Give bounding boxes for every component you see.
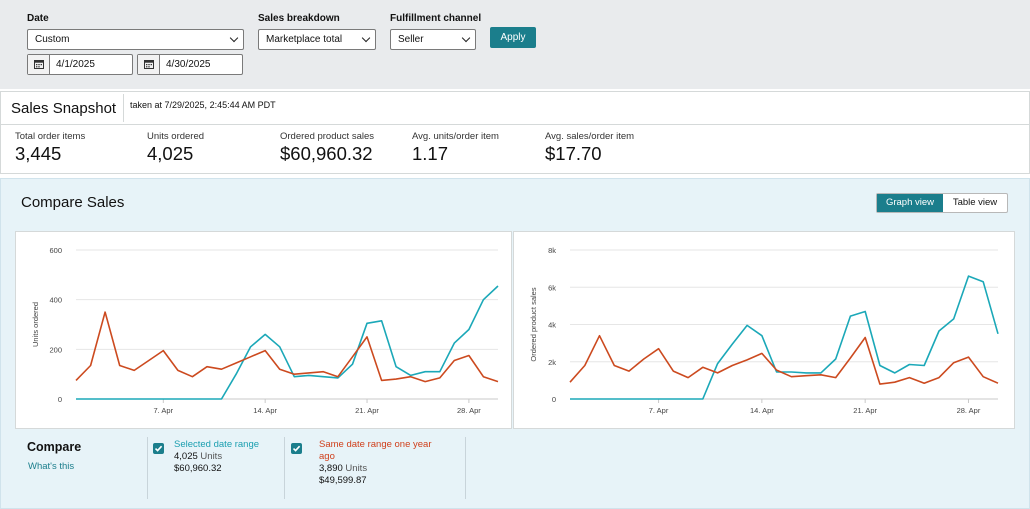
y-tick-label: 2k — [548, 358, 556, 367]
end-date-field[interactable]: 4/30/2025 — [137, 54, 243, 75]
fulfillment-channel-label: Fulfillment channel — [390, 13, 482, 24]
metric-label: Total order items — [15, 131, 86, 142]
metric-value: $60,960.32 — [280, 143, 373, 164]
selected-range-title: Selected date range — [174, 439, 260, 450]
view-toggle: Graph view Table view — [876, 193, 1008, 213]
series-line-selected — [76, 285, 499, 400]
y-tick-label: 0 — [552, 395, 556, 404]
chevron-down-icon — [361, 33, 371, 43]
date-select[interactable]: Custom — [27, 29, 244, 50]
sales-snapshot-header: Sales Snapshot taken at 7/29/2025, 2:45:… — [0, 91, 1030, 125]
metric-value: 1.17 — [412, 143, 449, 164]
x-tick-label: 7. Apr — [649, 406, 669, 415]
last-year-sales: $49,599.87 — [319, 475, 367, 486]
units-ordered-chart: 0 200 400 600 7. Apr 14. Apr 21. Apr 28. Apr Uni… — [15, 231, 512, 429]
snapshot-metrics: Total order items 3,445 Units ordered 4,… — [0, 125, 1030, 174]
metric-label: Avg. sales/order item — [545, 131, 635, 142]
divider — [284, 437, 285, 499]
metric-label: Units ordered — [147, 131, 205, 142]
calendar-icon[interactable] — [28, 55, 50, 74]
compare-sales-panel: Compare Sales Graph view Table view 0 200… — [0, 178, 1030, 509]
snapshot-timestamp: taken at 7/29/2025, 2:45:44 AM PDT — [130, 100, 276, 110]
x-tick-label: 7. Apr — [154, 406, 174, 415]
selected-range-legend: Selected date range 4,025 Units $60,960.… — [174, 439, 259, 475]
last-year-units: 3,890 — [319, 463, 343, 474]
calendar-icon[interactable] — [138, 55, 160, 74]
x-tick-label: 21. Apr — [853, 406, 877, 415]
series-line-selected — [570, 275, 999, 400]
metric-avg-sales-per-order-item: Avg. sales/order item $17.70 — [545, 131, 634, 165]
fulfillment-channel-select[interactable]: Seller — [390, 29, 476, 50]
ordered-product-sales-chart: 0 2k 4k 6k 8k 7. Apr 14. Apr 21. Apr 28. Apr Orde… — [513, 231, 1015, 429]
selected-range-sales: $60,960.32 — [174, 463, 222, 474]
metric-label: Avg. units/order item — [412, 131, 499, 142]
table-view-button[interactable]: Table view — [952, 197, 998, 208]
x-tick-label: 14. Apr — [253, 406, 277, 415]
date-select-value: Custom — [35, 34, 70, 45]
y-tick-label: 4k — [548, 321, 556, 330]
filters-bar: Date Custom Sales breakdown Marketplace … — [0, 0, 1030, 89]
metric-total-order-items: Total order items 3,445 — [15, 131, 85, 165]
compare-label: Compare — [27, 440, 82, 454]
apply-button[interactable]: Apply — [490, 27, 536, 48]
snapshot-title-box: Sales Snapshot — [3, 94, 124, 122]
chevron-down-icon — [461, 33, 471, 43]
snapshot-title: Sales Snapshot — [11, 100, 117, 117]
x-tick-label: 28. Apr — [957, 406, 981, 415]
metric-ordered-product-sales: Ordered product sales $60,960.32 — [280, 131, 374, 165]
sales-breakdown-label: Sales breakdown — [258, 13, 340, 24]
compare-sales-title: Compare Sales — [21, 194, 125, 211]
divider — [465, 437, 466, 499]
x-tick-label: 28. Apr — [457, 406, 481, 415]
compare-legend: Compare What's this Selected date range … — [1, 429, 1030, 509]
y-tick-label: 0 — [58, 395, 62, 404]
fulfillment-channel-value: Seller — [398, 34, 424, 45]
y-tick-label: 200 — [49, 345, 62, 354]
y-tick-label: 600 — [49, 246, 62, 255]
metric-label: Ordered product sales — [280, 131, 374, 142]
selected-range-units: 4,025 — [174, 451, 198, 462]
last-year-title-line1: Same date range one year — [319, 439, 432, 450]
y-tick-label: 8k — [548, 246, 556, 255]
y-tick-label: 6k — [548, 283, 556, 292]
last-year-title-line2: ago — [319, 451, 335, 462]
start-date-value: 4/1/2025 — [56, 59, 95, 70]
metric-units-ordered: Units ordered 4,025 — [147, 131, 204, 165]
divider — [147, 437, 148, 499]
metric-value: 4,025 — [147, 143, 194, 164]
sales-breakdown-value: Marketplace total — [266, 34, 343, 45]
last-year-legend: Same date range one year ago 3,890 Units… — [319, 439, 432, 487]
date-label: Date — [27, 13, 49, 24]
units-word: Units — [200, 451, 223, 462]
units-word: Units — [345, 463, 368, 474]
whats-this-link[interactable]: What's this — [28, 461, 75, 472]
units-ordered-chart-svg: 0 200 400 600 7. Apr 14. Apr 21. Apr 28. Apr Uni… — [31, 246, 499, 415]
x-tick-label: 21. Apr — [355, 406, 379, 415]
series-line-last-year — [569, 334, 999, 385]
y-axis-label: Units ordered — [31, 302, 40, 347]
ordered-product-sales-chart-svg: 0 2k 4k 6k 8k 7. Apr 14. Apr 21. Apr 28. Apr Orde… — [529, 246, 999, 415]
metric-value: $17.70 — [545, 143, 602, 164]
metric-value: 3,445 — [15, 143, 62, 164]
x-tick-label: 14. Apr — [750, 406, 774, 415]
start-date-field[interactable]: 4/1/2025 — [27, 54, 133, 75]
series-line-last-year — [75, 311, 499, 383]
y-tick-label: 400 — [49, 296, 62, 305]
selected-range-checkbox[interactable] — [153, 443, 164, 454]
graph-view-button[interactable]: Graph view — [877, 194, 943, 212]
sales-breakdown-select[interactable]: Marketplace total — [258, 29, 376, 50]
end-date-value: 4/30/2025 — [166, 59, 211, 70]
y-axis-label: Ordered product sales — [529, 287, 538, 361]
last-year-checkbox[interactable] — [291, 443, 302, 454]
chevron-down-icon — [229, 33, 239, 43]
metric-avg-units-per-order-item: Avg. units/order item 1.17 — [412, 131, 499, 165]
